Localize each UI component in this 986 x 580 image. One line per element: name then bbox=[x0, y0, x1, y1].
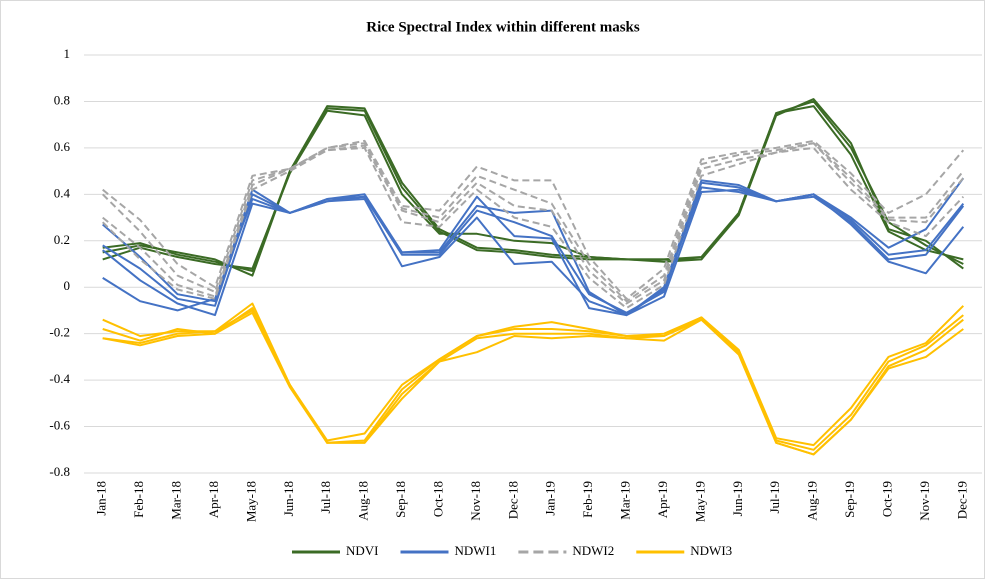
x-tick-label: Feb-19 bbox=[580, 481, 595, 518]
x-tick-label: Jan-19 bbox=[543, 481, 558, 516]
x-tick-label: May-19 bbox=[692, 481, 707, 522]
x-tick-label: Jul-18 bbox=[318, 481, 333, 514]
x-tick-label: Oct-18 bbox=[430, 481, 445, 517]
series-line bbox=[102, 139, 965, 300]
series-line bbox=[102, 142, 965, 305]
series-line bbox=[102, 307, 964, 451]
x-tick-label: Mar-19 bbox=[618, 481, 633, 520]
series-line bbox=[101, 146, 965, 310]
x-tick-label: Jun-19 bbox=[730, 481, 745, 516]
x-tick-label: Jul-19 bbox=[767, 481, 782, 514]
x-tick-label: Mar-18 bbox=[169, 481, 184, 520]
x-tick-label: Oct-19 bbox=[879, 481, 894, 517]
legend-label: NDWI3 bbox=[690, 543, 732, 558]
legend-label: NDWI1 bbox=[455, 543, 497, 558]
x-tick-label: Nov-18 bbox=[468, 481, 483, 521]
x-tick-label: Aug-19 bbox=[805, 481, 820, 521]
x-tick-label: Aug-18 bbox=[356, 481, 371, 521]
y-tick-label: 0.6 bbox=[54, 139, 71, 154]
y-tick-label: -0.6 bbox=[49, 418, 70, 433]
x-tick-label: Dec-18 bbox=[505, 481, 520, 519]
x-tick-label: Apr-18 bbox=[206, 481, 221, 518]
x-tick-label: Sep-18 bbox=[393, 481, 408, 518]
series-line bbox=[102, 98, 964, 277]
y-tick-label: 0.2 bbox=[54, 232, 70, 247]
series-line bbox=[102, 100, 964, 272]
y-tick-label: 0.4 bbox=[54, 185, 71, 200]
x-tick-label: Dec-19 bbox=[954, 481, 969, 519]
y-tick-label: 0.8 bbox=[54, 92, 70, 107]
x-tick-label: Jun-18 bbox=[281, 481, 296, 516]
series-line bbox=[102, 302, 965, 447]
y-tick-label: 1 bbox=[64, 46, 71, 61]
x-tick-label: Sep-19 bbox=[842, 481, 857, 518]
legend-label: NDWI2 bbox=[572, 543, 614, 558]
y-tick-label: -0.8 bbox=[49, 464, 70, 479]
x-tick-label: Apr-19 bbox=[655, 481, 670, 518]
y-tick-label: -0.2 bbox=[49, 325, 70, 340]
y-tick-label: -0.4 bbox=[49, 371, 70, 386]
chart-title: Rice Spectral Index within different mas… bbox=[366, 19, 640, 35]
x-tick-label: Feb-18 bbox=[131, 481, 146, 518]
x-tick-label: Nov-19 bbox=[917, 481, 932, 521]
y-tick-label: 0 bbox=[64, 278, 71, 293]
x-tick-label: Jan-18 bbox=[94, 481, 109, 516]
series-line bbox=[102, 311, 964, 456]
series-line bbox=[102, 186, 965, 317]
series-line bbox=[102, 188, 965, 317]
legend-label: NDVI bbox=[346, 543, 379, 558]
x-tick-label: May-18 bbox=[243, 481, 258, 522]
series-line bbox=[102, 105, 964, 270]
